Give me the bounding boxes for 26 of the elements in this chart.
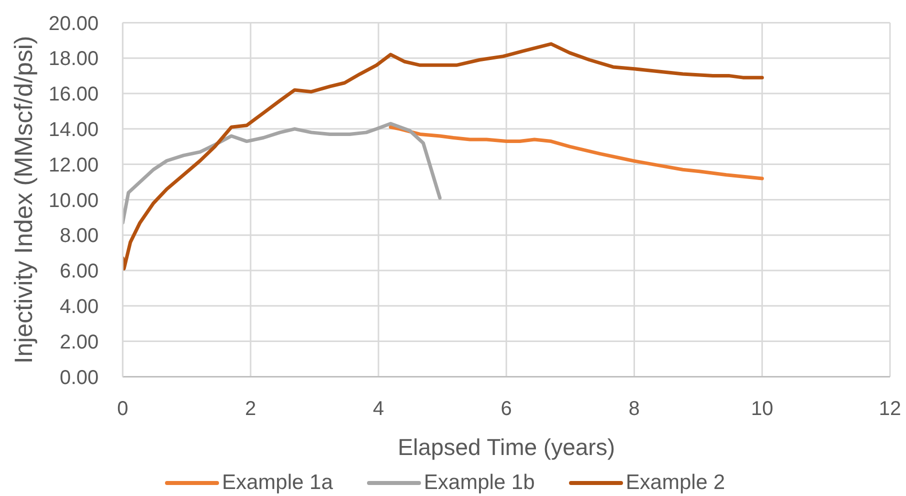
y-tick-label: 12.00	[48, 154, 99, 176]
y-tick-label: 4.00	[60, 296, 99, 318]
x-tick-label: 10	[750, 398, 774, 420]
x-tick-label: 4	[372, 398, 384, 420]
legend-label: Example 1b	[424, 470, 535, 496]
x-tick-label: 2	[245, 398, 256, 420]
legend-label: Example 2	[626, 470, 726, 496]
y-tick-label: 20.00	[48, 12, 99, 35]
line-series	[122, 122, 442, 224]
y-tick-label: 18.00	[48, 48, 99, 70]
y-axis-title: Injectivity Index (MMscf/d/psi)	[10, 36, 38, 364]
y-tick-label: 2.00	[60, 331, 99, 354]
x-tick-label: 0	[117, 398, 128, 420]
x-tick-label: 6	[500, 398, 512, 420]
y-tick-label: 14.00	[48, 119, 99, 141]
x-axis-title: Elapsed Time (years)	[398, 434, 616, 460]
line-series	[122, 42, 764, 270]
x-tick-label: 8	[628, 398, 640, 420]
y-tick-label: 16.00	[48, 84, 99, 106]
y-tick-label: 0.00	[60, 366, 99, 389]
y-tick-label: 10.00	[48, 190, 99, 212]
line-series	[388, 125, 764, 180]
y-tick-label: 6.00	[60, 260, 99, 283]
legend-label: Example 1a	[222, 470, 333, 496]
y-tick-label: 8.00	[60, 225, 99, 248]
x-tick-label: 12	[878, 398, 902, 420]
